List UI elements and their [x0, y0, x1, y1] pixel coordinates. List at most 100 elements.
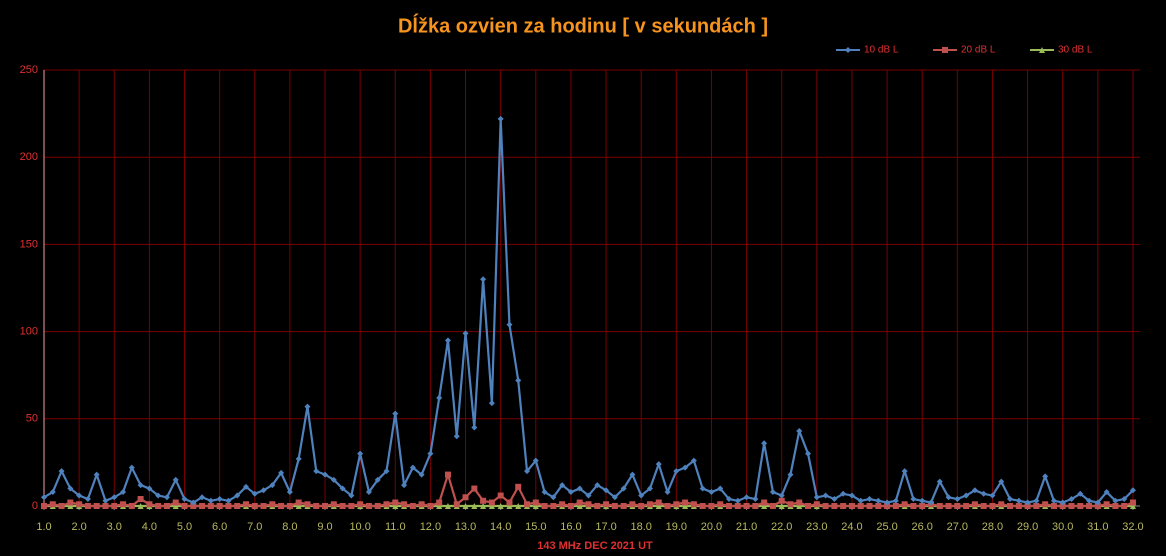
marker [392, 503, 399, 509]
marker [682, 464, 689, 471]
marker [752, 503, 759, 509]
x-tick-label: 29.0 [1017, 521, 1038, 533]
marker [163, 494, 170, 501]
marker [401, 501, 408, 508]
marker [260, 503, 267, 509]
marker [480, 497, 487, 504]
marker [84, 503, 91, 509]
marker [699, 485, 706, 492]
marker [717, 501, 724, 508]
marker [875, 497, 882, 504]
marker [497, 492, 504, 499]
marker [866, 496, 873, 503]
marker [453, 433, 460, 440]
marker [111, 494, 118, 501]
marker [102, 503, 109, 509]
marker [348, 503, 355, 509]
marker [945, 494, 952, 501]
marker [102, 497, 109, 504]
marker [137, 496, 144, 503]
marker [620, 485, 627, 492]
marker [787, 501, 794, 508]
marker [155, 492, 162, 499]
x-tick-label: 4.0 [142, 521, 157, 533]
marker [524, 501, 531, 508]
y-tick-label: 200 [20, 151, 38, 163]
marker [251, 490, 258, 497]
marker [752, 496, 759, 503]
marker [207, 503, 214, 509]
marker [488, 503, 495, 509]
marker [980, 490, 987, 497]
x-tick-label: 20.0 [701, 521, 722, 533]
marker [805, 503, 812, 509]
marker [67, 485, 74, 492]
marker [515, 377, 522, 384]
y-tick-label: 0 [32, 500, 38, 512]
marker [1077, 503, 1084, 509]
marker [532, 503, 539, 509]
marker [444, 471, 451, 478]
marker [822, 503, 829, 509]
marker [462, 494, 469, 501]
marker [506, 503, 513, 509]
marker [1086, 497, 1093, 504]
x-tick-label: 6.0 [212, 521, 227, 533]
marker [936, 503, 943, 509]
marker [787, 471, 794, 478]
marker [699, 503, 706, 509]
x-tick-label: 2.0 [71, 521, 86, 533]
marker [541, 503, 548, 509]
x-tick-label: 14.0 [490, 521, 511, 533]
marker [690, 501, 697, 508]
x-tick-label: 10.0 [349, 521, 370, 533]
marker [339, 485, 346, 492]
marker [989, 503, 996, 509]
marker [269, 501, 276, 508]
marker [726, 503, 732, 509]
marker [480, 276, 487, 283]
marker [980, 503, 987, 509]
x-tick-label: 19.0 [666, 521, 687, 533]
marker [717, 485, 724, 492]
marker [409, 464, 416, 471]
marker [462, 503, 469, 509]
marker [576, 503, 583, 509]
marker [49, 489, 56, 496]
marker [638, 492, 645, 499]
marker [322, 503, 329, 509]
marker [831, 503, 838, 509]
marker [120, 489, 127, 496]
marker [313, 468, 320, 475]
marker [383, 501, 390, 508]
marker [971, 501, 978, 508]
marker [646, 485, 653, 492]
x-tick-label: 22.0 [771, 521, 792, 533]
marker [295, 499, 302, 506]
marker [655, 461, 662, 468]
marker [137, 482, 144, 489]
marker [295, 503, 302, 509]
marker [673, 468, 680, 475]
marker [146, 501, 153, 508]
marker [831, 496, 838, 503]
marker [796, 503, 803, 509]
marker [734, 497, 741, 504]
legend-marker [1039, 47, 1045, 53]
legend-label: 20 dB L [961, 45, 996, 56]
marker [1103, 501, 1110, 508]
marker [611, 494, 618, 501]
x-tick-label: 30.0 [1052, 521, 1073, 533]
marker [892, 497, 899, 504]
marker [576, 499, 583, 506]
marker [629, 501, 636, 508]
marker [945, 503, 952, 509]
marker [910, 503, 917, 509]
marker [128, 464, 135, 471]
marker [216, 496, 223, 503]
x-tick-label: 23.0 [806, 521, 827, 533]
marker [567, 489, 574, 496]
marker [1042, 501, 1049, 508]
marker [1068, 496, 1075, 503]
marker [392, 499, 399, 506]
